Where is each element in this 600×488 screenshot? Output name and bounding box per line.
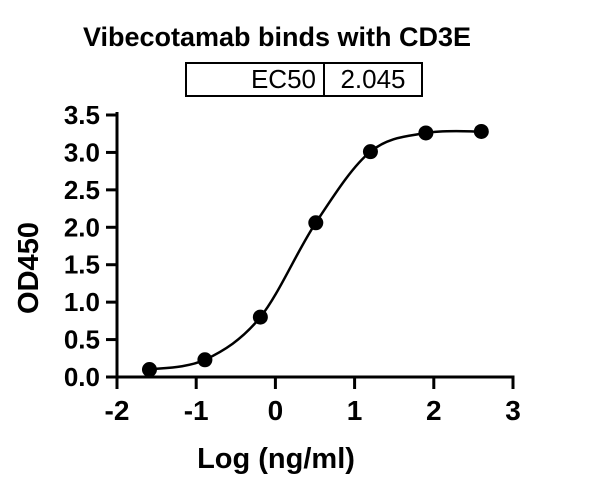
x-tick-label: -2 <box>105 395 130 426</box>
ec50-label-cell: EC50 <box>250 64 316 94</box>
y-tick-label: 1.5 <box>64 250 100 280</box>
data-point <box>418 125 434 141</box>
data-point <box>362 144 378 160</box>
fit-curve <box>149 129 482 371</box>
ec50-results-table: EC50 2.045 <box>185 62 423 97</box>
data-point <box>252 309 268 325</box>
x-tick-label: -1 <box>184 395 209 426</box>
x-tick-label: 2 <box>426 395 442 426</box>
data-point <box>197 352 213 368</box>
y-tick-label: 3.0 <box>64 137 100 167</box>
y-tick-label: 0.5 <box>64 325 100 355</box>
x-tick-label: 0 <box>268 395 284 426</box>
y-tick-label: 2.5 <box>64 175 100 205</box>
y-axis-label: OD450 <box>13 222 45 314</box>
x-tick-label: 3 <box>505 395 521 426</box>
y-tick-label: 1.0 <box>64 287 100 317</box>
y-tick-label: 2.0 <box>64 212 100 242</box>
ec50-value-cell: 2.045 <box>323 64 421 95</box>
data-point <box>308 215 324 231</box>
data-point <box>473 123 489 139</box>
x-axis-label: Log (ng/ml) <box>197 443 355 475</box>
x-tick-label: 1 <box>347 395 363 426</box>
figure-title: Vibecotamab binds with CD3E <box>82 22 472 52</box>
data-point <box>141 362 157 378</box>
y-tick-label: 3.5 <box>64 100 100 130</box>
y-tick-label: 0.0 <box>64 362 100 392</box>
